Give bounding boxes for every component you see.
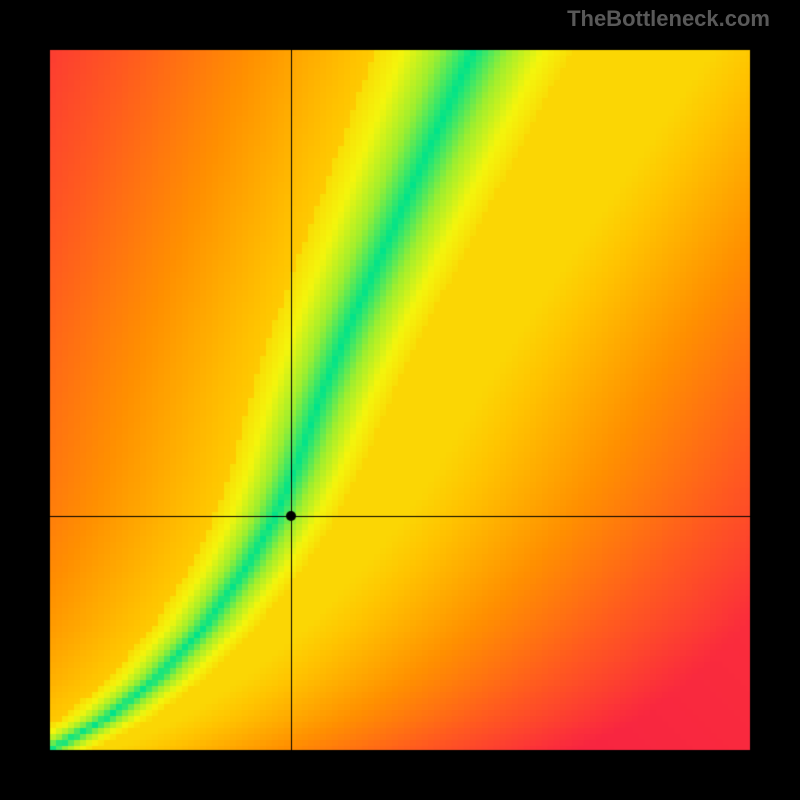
chart-container: TheBottleneck.com (0, 0, 800, 800)
heatmap-canvas (0, 0, 800, 800)
watermark-text: TheBottleneck.com (567, 6, 770, 32)
